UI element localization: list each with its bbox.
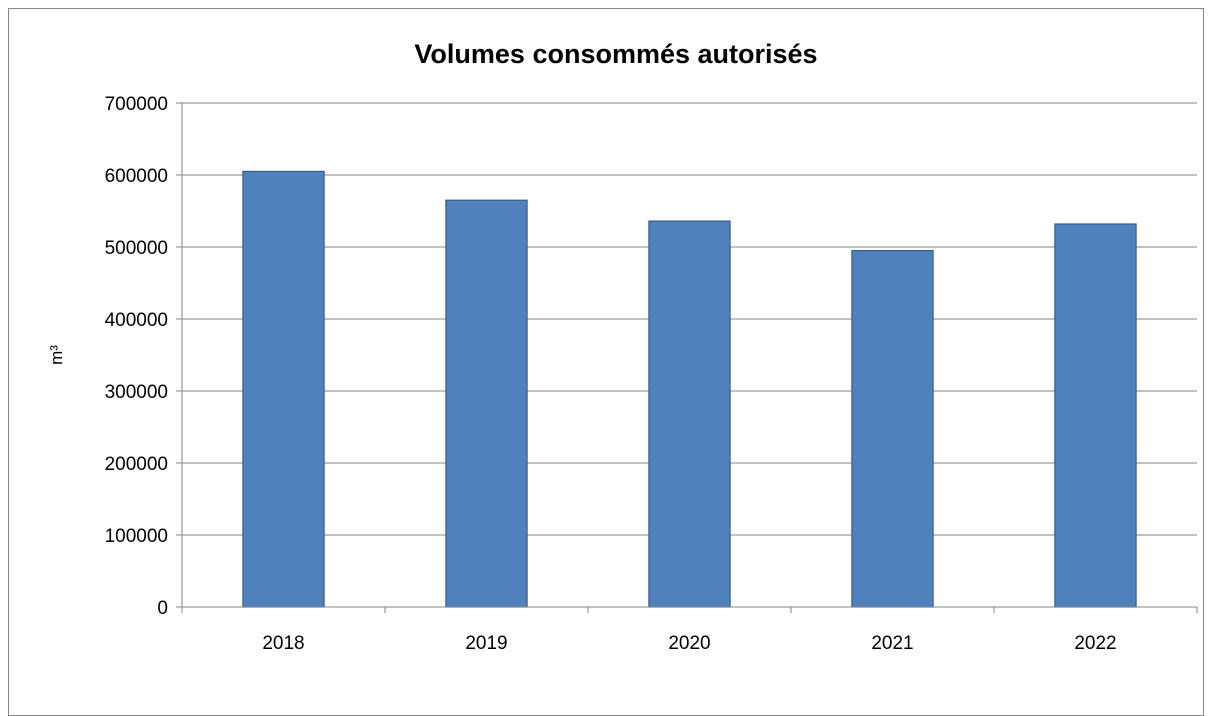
x-tick-label: 2022 (1074, 633, 1116, 654)
x-tick-label: 2019 (465, 633, 507, 654)
chart-title: Volumes consommés autorisés (414, 39, 817, 69)
bar-2018 (242, 170, 325, 608)
x-tick-label: 2018 (262, 633, 304, 654)
y-tick-label: 600000 (105, 166, 168, 187)
y-tick-labels: 0 100000 200000 300000 400000 500000 600000 700… (105, 94, 168, 619)
y-tick-label: 700000 (105, 94, 168, 115)
bars (242, 170, 1137, 608)
x-tick-labels: 2018 2019 2020 2021 2022 (262, 633, 1116, 654)
y-axis-label: m³ (47, 345, 66, 365)
bar-2019 (445, 199, 528, 608)
chart-frame (8, 8, 1204, 716)
y-tick-label: 100000 (105, 526, 168, 547)
y-tick-label: 500000 (105, 238, 168, 259)
axes (176, 102, 1198, 613)
bar-2022 (1054, 223, 1137, 608)
y-tick-label: 200000 (105, 454, 168, 475)
y-tick-label: 400000 (105, 310, 168, 331)
bar-2020 (648, 220, 731, 608)
x-tick-label: 2021 (871, 633, 913, 654)
bar-2021 (851, 250, 934, 608)
y-tick-label: 300000 (105, 382, 168, 403)
x-tick-label: 2020 (668, 633, 710, 654)
y-tick-label: 0 (157, 598, 168, 619)
